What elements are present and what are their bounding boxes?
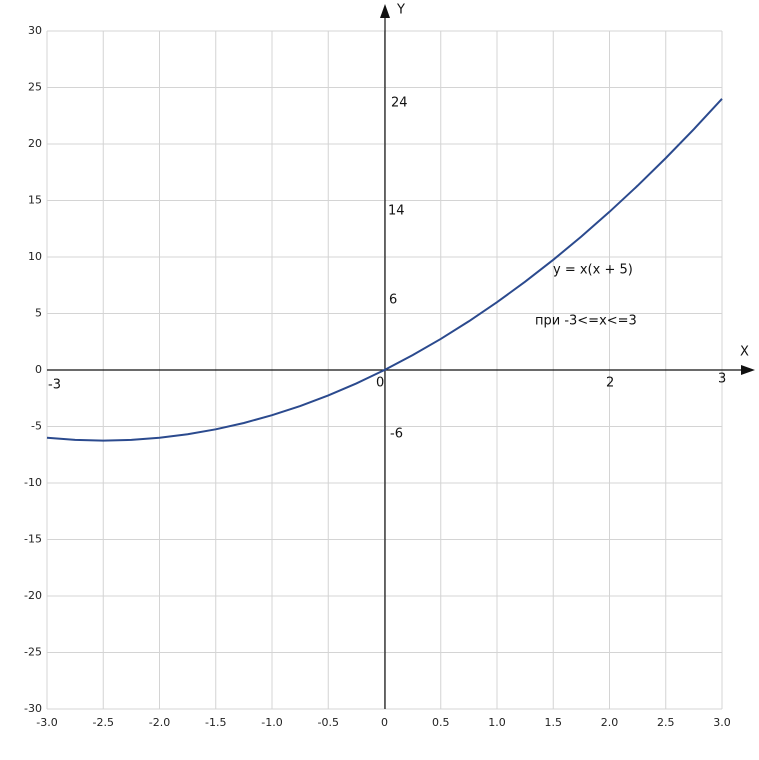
annotation: при -3<=x<=3 — [535, 314, 637, 329]
x-tick-label: -0.5 — [318, 716, 339, 729]
y-tick-label: 10 — [28, 250, 42, 263]
y-tick-label: -20 — [24, 589, 42, 602]
x-tick-label: 3.0 — [713, 716, 731, 729]
annotation: -3 — [48, 378, 61, 393]
x-tick-label: 0 — [381, 716, 388, 729]
x-tick-label: -1.5 — [205, 716, 226, 729]
annotation: 14 — [388, 204, 405, 219]
x-axis-label: X — [740, 345, 749, 360]
x-tick-label: 0.5 — [432, 716, 450, 729]
annotation: -6 — [390, 427, 403, 442]
x-tick-label: -2.5 — [93, 716, 114, 729]
y-tick-label: -25 — [24, 646, 42, 659]
y-tick-label: -30 — [24, 702, 42, 715]
line — [46, 98, 723, 442]
x-tick-label: 2.0 — [601, 716, 619, 729]
x-tick-label: 1.5 — [545, 716, 563, 729]
annotation: 6 — [389, 293, 397, 308]
y-tick-label: -15 — [24, 533, 42, 546]
y-tick-label: 30 — [28, 24, 42, 37]
x-tick-label: 1.0 — [488, 716, 506, 729]
annotation: 2 — [606, 376, 614, 391]
x-tick-label: -3.0 — [36, 716, 57, 729]
x-arrow — [741, 365, 755, 375]
y-tick-label: 25 — [28, 81, 42, 94]
y-tick-label: 0 — [35, 363, 42, 376]
y-tick-label: -5 — [31, 420, 42, 433]
x-tick-label: -1.0 — [261, 716, 282, 729]
y-tick-label: -10 — [24, 476, 42, 489]
y-tick-label: 15 — [28, 194, 42, 207]
y-arrow — [380, 4, 390, 18]
annotation: 0 — [376, 376, 384, 391]
x-tick-label: -2.0 — [149, 716, 170, 729]
annotation: 24 — [391, 96, 408, 111]
y-tick-label: 5 — [35, 307, 42, 320]
x-tick-label: 2.5 — [657, 716, 675, 729]
y-axis-label: Y — [396, 3, 405, 18]
y-tick-label: 20 — [28, 137, 42, 150]
annotation: 3 — [718, 372, 726, 387]
annotation: y = x(x + 5) — [553, 263, 633, 278]
